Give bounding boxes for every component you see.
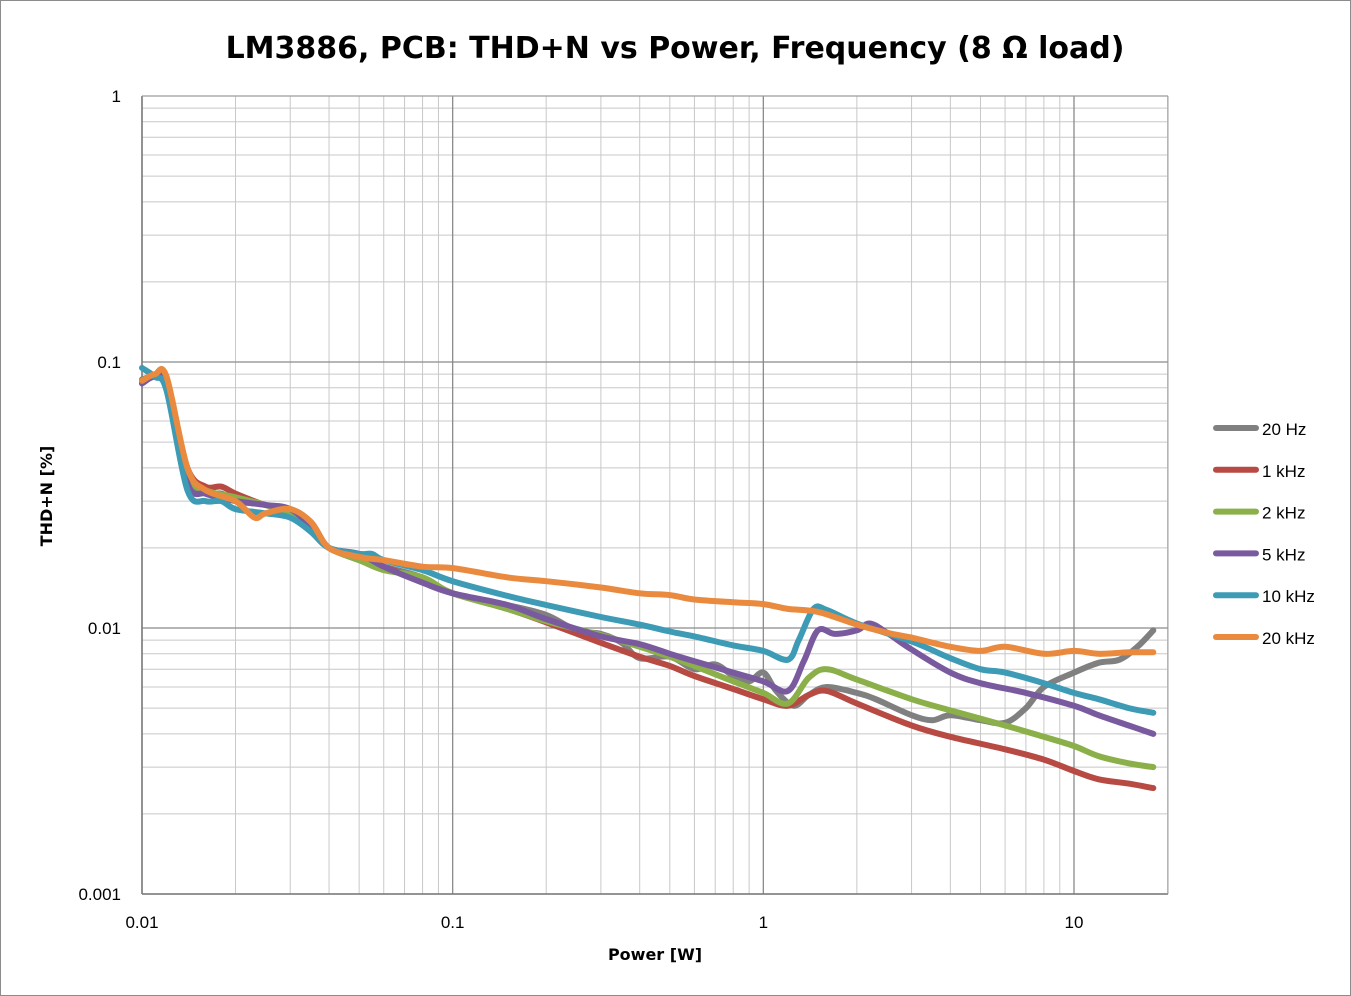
x-tick-label: 0.01 <box>125 913 158 932</box>
legend-item: 2 kHz <box>1213 504 1305 523</box>
x-axis-title: Power [W] <box>608 945 702 964</box>
legend-item: 20 Hz <box>1213 420 1306 439</box>
y-axis-tick-labels: 1 0.1 0.01 0.001 <box>78 87 121 904</box>
series-line-1-khz <box>139 372 1157 792</box>
legend-label: 5 kHz <box>1262 545 1305 564</box>
legend-label: 2 kHz <box>1262 504 1305 523</box>
legend-label: 10 kHz <box>1262 587 1315 606</box>
series-lines <box>139 364 1157 792</box>
legend-item: 5 kHz <box>1213 545 1305 564</box>
x-tick-label: 10 <box>1065 913 1084 932</box>
legend-label: 20 kHz <box>1262 629 1315 648</box>
y-tick-label: 0.1 <box>97 353 121 372</box>
series-line-20-khz <box>139 365 1157 657</box>
legend-item: 20 kHz <box>1213 629 1315 648</box>
series-line-10-khz <box>139 364 1157 716</box>
legend: 20 Hz 1 kHz 2 kHz 5 kHz 10 kHz 20 kHz <box>1213 420 1315 648</box>
x-tick-label: 0.1 <box>441 913 465 932</box>
plot-area <box>142 96 1168 894</box>
legend-label: 20 Hz <box>1262 420 1306 439</box>
x-tick-label: 1 <box>759 913 768 932</box>
legend-item: 1 kHz <box>1213 462 1305 481</box>
major-gridlines <box>141 95 1169 895</box>
y-tick-label: 0.001 <box>78 885 121 904</box>
minor-gridlines <box>142 96 1169 894</box>
legend-label: 1 kHz <box>1262 462 1305 481</box>
y-tick-label: 1 <box>112 87 121 106</box>
legend-item: 10 kHz <box>1213 587 1315 606</box>
chart-title: LM3886, PCB: THD+N vs Power, Frequency (… <box>226 31 1125 66</box>
y-tick-label: 0.01 <box>88 619 121 638</box>
x-axis-tick-labels: 0.01 0.1 1 10 <box>125 913 1083 932</box>
y-axis-title: THD+N [%] <box>37 446 56 547</box>
